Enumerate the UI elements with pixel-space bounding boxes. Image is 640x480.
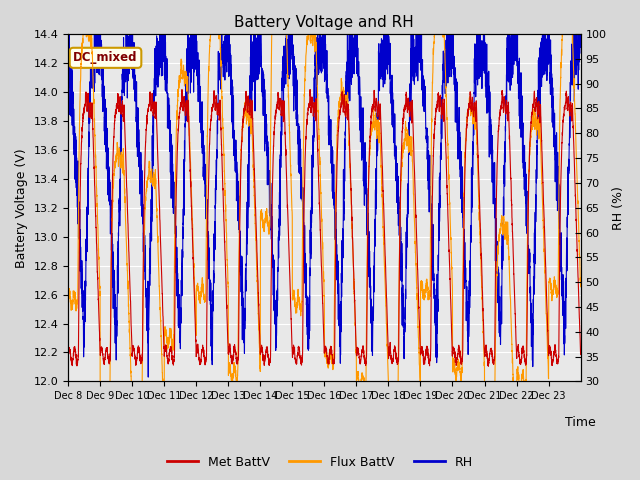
- Text: DC_mixed: DC_mixed: [73, 51, 138, 64]
- Y-axis label: RH (%): RH (%): [612, 186, 625, 229]
- Legend: Met BattV, Flux BattV, RH: Met BattV, Flux BattV, RH: [162, 451, 478, 474]
- Title: Battery Voltage and RH: Battery Voltage and RH: [234, 15, 414, 30]
- Y-axis label: Battery Voltage (V): Battery Voltage (V): [15, 148, 28, 267]
- X-axis label: Time: Time: [565, 416, 596, 429]
